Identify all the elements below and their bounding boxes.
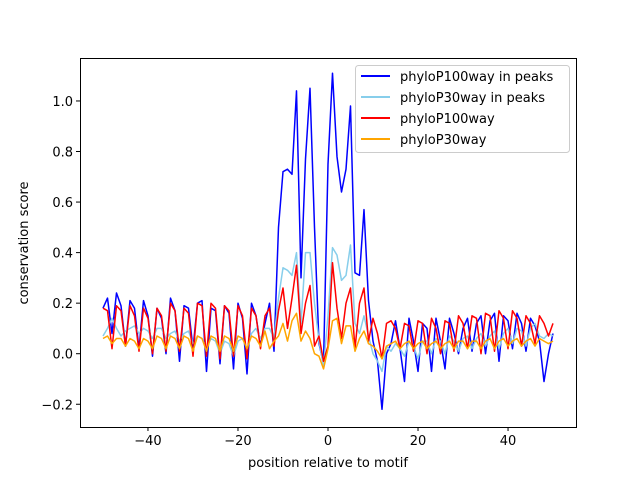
y-tick-label: 0.4 [52, 247, 73, 262]
series-line-3 [102, 312, 554, 370]
legend-label-1: phyloP30way in peaks [400, 91, 545, 106]
series-lines [102, 72, 554, 411]
y-tick-label: 0.6 [52, 196, 73, 211]
y-axis: −0.2 0.0 0.2 0.4 0.6 0.8 1.0 [41, 95, 80, 413]
x-axis-label: position relative to motif [248, 456, 408, 471]
x-tick-label: 20 [410, 434, 427, 449]
x-tick-label: 40 [500, 434, 517, 449]
y-tick-label: 0.8 [52, 146, 73, 161]
y-tick-label: 1.0 [52, 95, 73, 110]
legend: phyloP100way in peaks phyloP30way in peak… [355, 65, 570, 153]
y-tick-label: 0.0 [52, 348, 73, 363]
legend-label-3: phyloP30way [400, 133, 487, 148]
x-tick-label: −20 [224, 434, 251, 449]
legend-label-2: phyloP100way [400, 112, 495, 127]
x-tick-label: −40 [134, 434, 161, 449]
legend-box [355, 65, 570, 153]
y-tick-label: −0.2 [41, 398, 73, 413]
legend-label-0: phyloP100way in peaks [400, 70, 554, 85]
y-axis-label: conservation score [17, 181, 32, 304]
y-tick-label: 0.2 [52, 297, 73, 312]
x-axis: −40 −20 0 20 40 [134, 427, 516, 449]
x-tick-label: 0 [324, 434, 332, 449]
